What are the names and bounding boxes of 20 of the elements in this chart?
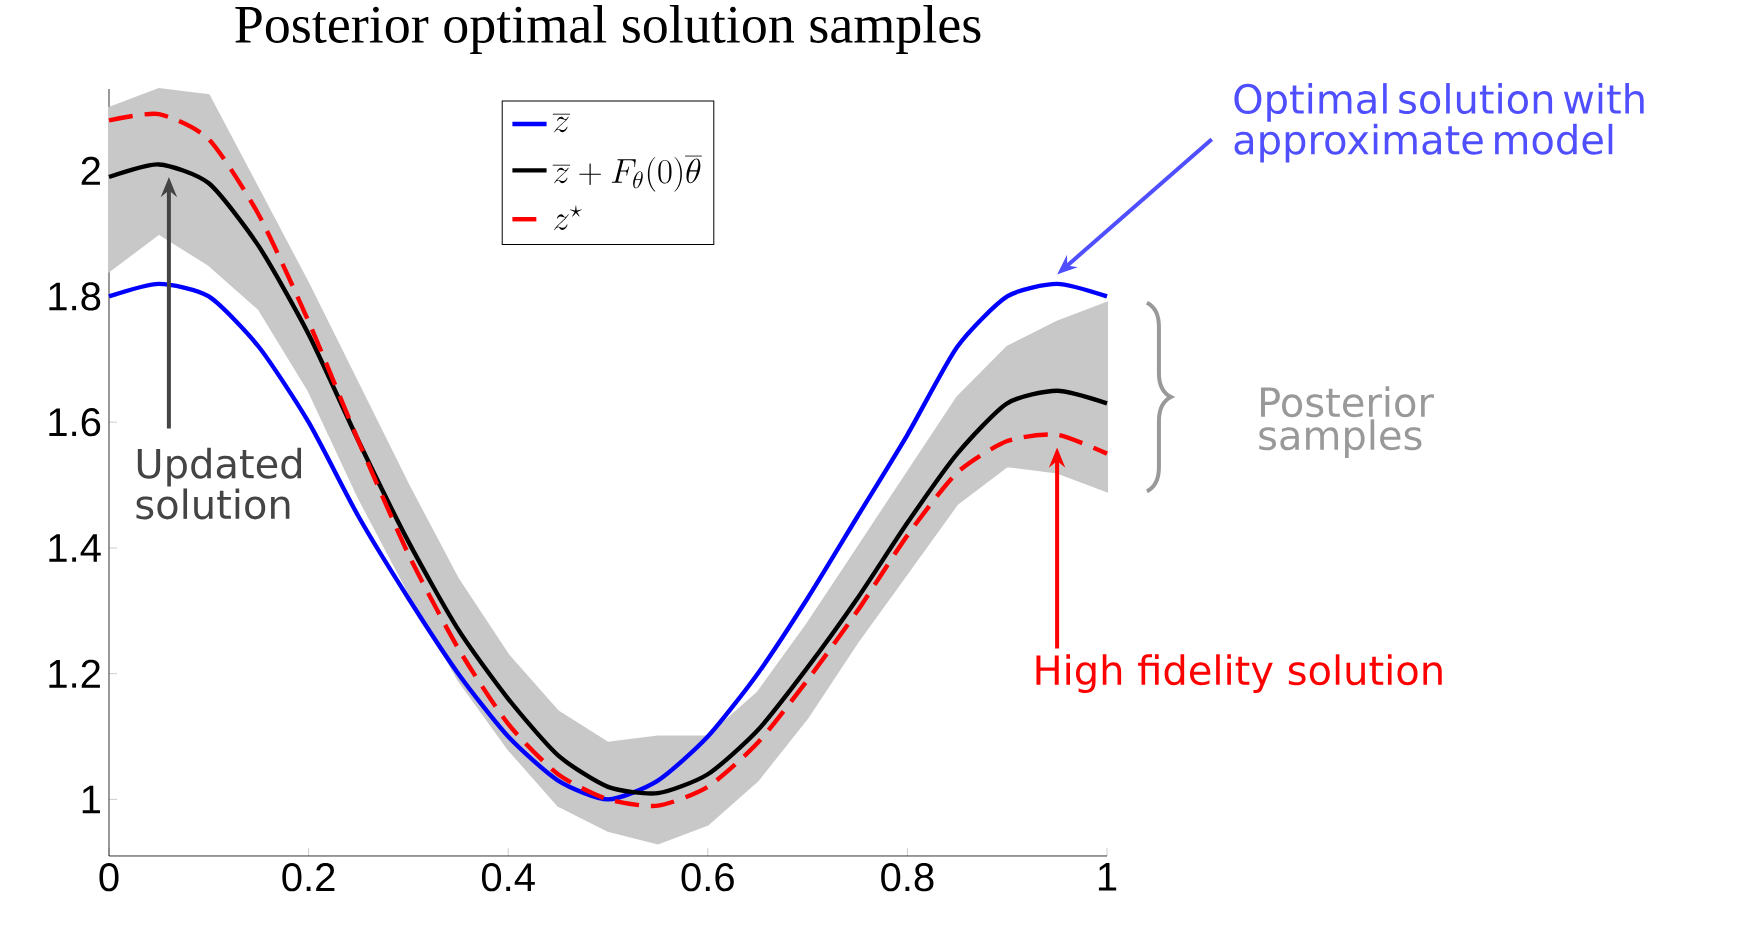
y-tick-label: 1.2 — [49, 659, 100, 688]
x-tick-label: 1 — [1098, 863, 1117, 891]
legend-label: $\overline{z} + F_\theta(0)\overline{\theta}$ — [552, 156, 702, 192]
y-tick-label: 1 — [82, 785, 100, 814]
x-tick-label: 0 — [99, 863, 119, 892]
x-tick-label: 0.2 — [282, 863, 335, 892]
text: Optimal solution with approximate model — [1234, 83, 1644, 163]
annotation: High fidelity solution — [1036, 654, 1442, 694]
y-tick-label: 1.8 — [49, 282, 101, 311]
legend-label: $z^\star$ — [554, 205, 582, 230]
annotation: Updated solution — [136, 447, 301, 520]
chart-title: Posterior optimal solution samples — [235, 4, 981, 54]
legend-label: $\overline{z}$ — [552, 114, 571, 133]
y-tick-label: 1.6 — [49, 408, 101, 437]
text: Posterior samples — [1259, 386, 1434, 459]
x-tick-label: 0.4 — [481, 863, 535, 892]
x-tick-label: 0.6 — [681, 863, 734, 892]
y-tick-label: 1.4 — [49, 534, 101, 562]
y-tick-label: 2 — [81, 156, 100, 185]
x-tick-label: 0.8 — [881, 863, 934, 892]
